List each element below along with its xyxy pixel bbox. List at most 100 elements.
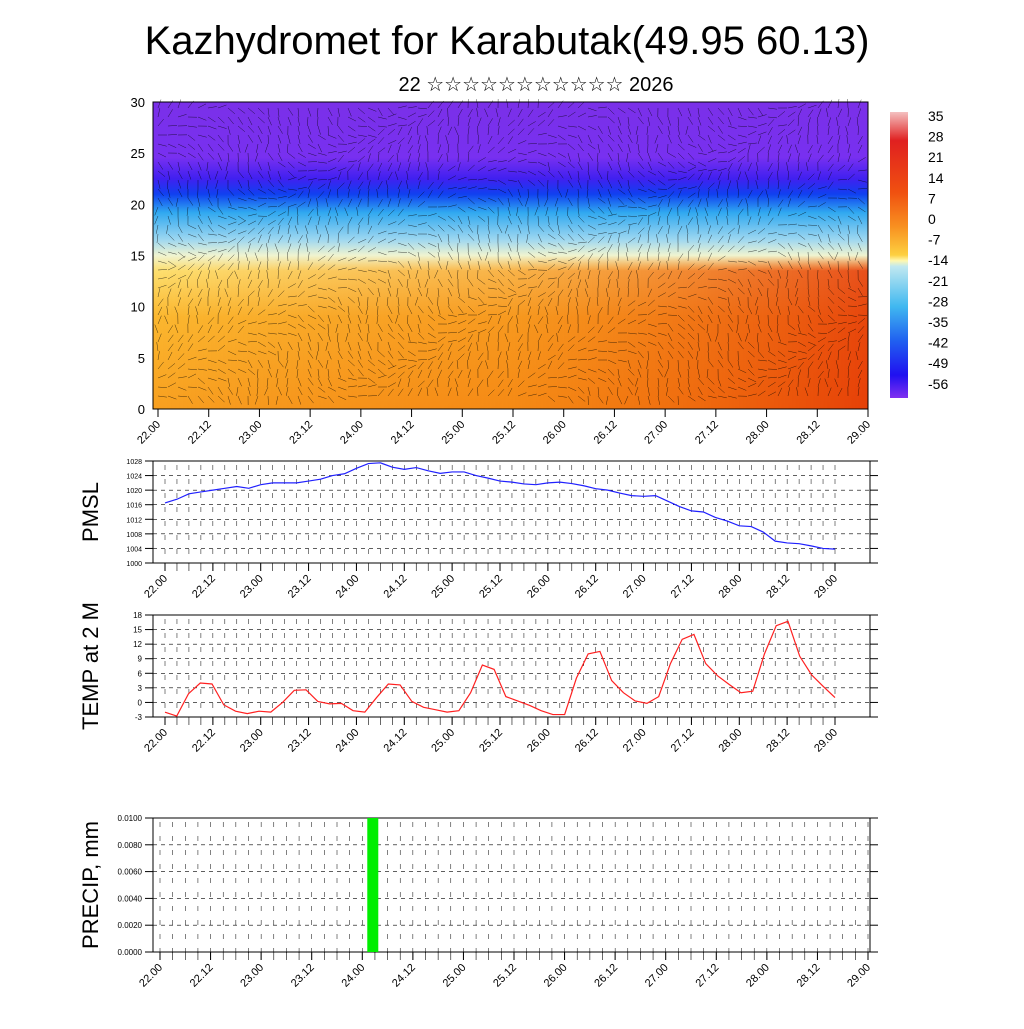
cross-section-y-label: 15 bbox=[131, 249, 145, 264]
pmsl-y-label: 1012 bbox=[126, 517, 142, 524]
colorbar-label: 14 bbox=[928, 170, 944, 186]
pmsl-y-label: 1016 bbox=[126, 503, 142, 510]
temp-y-label: 6 bbox=[138, 669, 143, 678]
colorbar-label: -21 bbox=[928, 273, 948, 289]
precip-x-label: 27.00 bbox=[643, 962, 671, 990]
temp-y-label: 9 bbox=[138, 655, 143, 664]
pmsl-x-label: 22.00 bbox=[142, 573, 170, 601]
temp-x-label: 29.00 bbox=[812, 727, 840, 755]
pmsl-x-label: 28.00 bbox=[716, 573, 744, 601]
colorbar-label: -28 bbox=[928, 293, 948, 309]
colorbar-label: -7 bbox=[928, 232, 941, 248]
warm-field-overlay bbox=[153, 102, 868, 409]
pmsl-x-label: 27.12 bbox=[669, 573, 697, 601]
colorbar-label: -56 bbox=[928, 376, 948, 392]
temp-y-label: 12 bbox=[133, 640, 142, 649]
precip-x-label: 28.12 bbox=[795, 962, 823, 990]
cross-section-x-label: 25.12 bbox=[490, 419, 518, 447]
temp-x-label: 25.00 bbox=[429, 727, 457, 755]
cross-section-x-label: 27.00 bbox=[642, 419, 670, 447]
pmsl-x-label: 26.00 bbox=[525, 573, 553, 601]
precip-x-label: 26.12 bbox=[592, 962, 620, 990]
precip-x-label: 29.00 bbox=[845, 962, 873, 990]
pmsl-y-label: 1020 bbox=[126, 488, 142, 495]
pmsl-x-label: 24.00 bbox=[334, 573, 362, 601]
precip-x-label: 22.00 bbox=[137, 962, 165, 990]
precip-x-label: 24.12 bbox=[390, 962, 418, 990]
cross-section-x-label: 22.12 bbox=[186, 419, 214, 447]
temp-y-label: 0 bbox=[138, 698, 143, 707]
cross-section-x-label: 29.00 bbox=[845, 419, 873, 447]
cross-section-x-label: 28.12 bbox=[794, 419, 822, 447]
temp-y-label: -3 bbox=[135, 713, 143, 722]
colorbar bbox=[890, 112, 908, 398]
precip-x-label: 23.12 bbox=[289, 962, 317, 990]
colorbar-label: 35 bbox=[928, 108, 944, 124]
precip-x-label: 24.00 bbox=[339, 962, 367, 990]
cross-section-x-label: 26.00 bbox=[541, 419, 569, 447]
pmsl-x-label: 23.12 bbox=[286, 573, 314, 601]
pmsl-y-title: PMSL bbox=[78, 482, 103, 542]
temp-x-label: 25.12 bbox=[477, 727, 505, 755]
cross-section-y-label: 30 bbox=[131, 95, 145, 110]
temp-x-label: 23.00 bbox=[238, 727, 266, 755]
cross-section-x-label: 23.12 bbox=[287, 419, 315, 447]
precip-y-label: 0.0000 bbox=[118, 948, 143, 957]
pmsl-y-label: 1024 bbox=[126, 474, 142, 481]
cross-section-x-label: 23.00 bbox=[237, 419, 265, 447]
precip-x-label: 28.00 bbox=[744, 962, 772, 990]
pmsl-y-label: 1000 bbox=[126, 561, 142, 568]
precip-x-label: 26.00 bbox=[542, 962, 570, 990]
chart-title: Kazhydromet for Karabutak(49.95 60.13) bbox=[145, 19, 870, 63]
chart-subtitle: 22 ☆☆☆☆☆☆☆☆☆☆☆ 2026 bbox=[398, 74, 673, 96]
pmsl-x-label: 26.12 bbox=[573, 573, 601, 601]
precip-x-label: 23.00 bbox=[238, 962, 266, 990]
cross-section-x-label: 26.12 bbox=[592, 419, 620, 447]
precip-y-label: 0.0080 bbox=[118, 841, 143, 850]
colorbar-label: -35 bbox=[928, 314, 948, 330]
temp-x-label: 24.00 bbox=[334, 727, 362, 755]
temp-x-label: 27.00 bbox=[621, 727, 649, 755]
cross-section-x-label: 24.12 bbox=[389, 419, 417, 447]
temp-x-label: 23.12 bbox=[286, 727, 314, 755]
pmsl-x-label: 29.00 bbox=[812, 573, 840, 601]
cross-section-x-label: 27.12 bbox=[693, 419, 721, 447]
cross-section-y-label: 20 bbox=[131, 197, 145, 212]
precip-x-label: 25.00 bbox=[441, 962, 469, 990]
cross-section-panel bbox=[153, 99, 908, 409]
colorbar-label: -14 bbox=[928, 252, 948, 268]
colorbar-label: 28 bbox=[928, 129, 944, 145]
temp-x-label: 22.12 bbox=[190, 727, 218, 755]
temp-y-title: TEMP at 2 M bbox=[78, 602, 103, 730]
cross-section-x-label: 25.00 bbox=[439, 419, 467, 447]
precip-x-label: 27.12 bbox=[693, 962, 721, 990]
temp-x-label: 28.12 bbox=[764, 727, 792, 755]
pmsl-x-label: 23.00 bbox=[238, 573, 266, 601]
temp-x-label: 26.12 bbox=[573, 727, 601, 755]
temp-y-label: 15 bbox=[133, 626, 142, 635]
colorbar-label: -49 bbox=[928, 355, 948, 371]
pmsl-x-label: 22.12 bbox=[190, 573, 218, 601]
pmsl-x-label: 25.00 bbox=[429, 573, 457, 601]
temp-y-label: 3 bbox=[138, 684, 143, 693]
pmsl-x-label: 25.12 bbox=[477, 573, 505, 601]
temp-y-label: 18 bbox=[133, 611, 142, 620]
precip-y-label: 0.0020 bbox=[118, 921, 143, 930]
precip-bar bbox=[367, 818, 378, 952]
precip-y-label: 0.0040 bbox=[118, 894, 143, 903]
colorbar-label: 0 bbox=[928, 211, 936, 227]
colorbar-label: 21 bbox=[928, 149, 944, 165]
pmsl-y-label: 1004 bbox=[126, 546, 142, 553]
precip-frame bbox=[153, 818, 870, 952]
cross-section-x-label: 22.00 bbox=[135, 419, 163, 447]
cross-section-x-label: 24.00 bbox=[338, 419, 366, 447]
cross-section-y-label: 0 bbox=[138, 402, 145, 417]
cross-section-y-label: 25 bbox=[131, 146, 145, 161]
pmsl-x-label: 27.00 bbox=[621, 573, 649, 601]
temp-x-label: 26.00 bbox=[525, 727, 553, 755]
pmsl-y-label: 1008 bbox=[126, 532, 142, 539]
temp-x-label: 24.12 bbox=[381, 727, 409, 755]
pmsl-y-label: 1028 bbox=[126, 459, 142, 466]
